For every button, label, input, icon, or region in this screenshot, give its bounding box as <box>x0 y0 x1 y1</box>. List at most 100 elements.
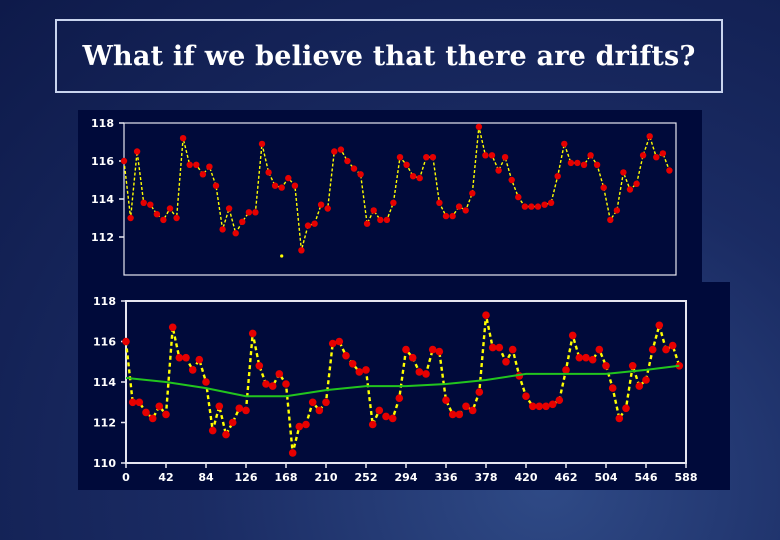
y-tick-label: 118 <box>93 295 116 308</box>
data-point <box>587 152 594 159</box>
x-tick-label: 168 <box>275 471 298 484</box>
data-point <box>602 362 610 370</box>
data-point <box>271 182 279 189</box>
y-tick-label: 112 <box>93 417 116 430</box>
x-tick-label: 462 <box>555 471 578 484</box>
data-point <box>521 203 529 210</box>
data-point <box>388 414 397 423</box>
data-point <box>193 161 200 168</box>
data-point <box>475 123 483 130</box>
data-point <box>155 402 164 411</box>
data-point <box>160 216 167 224</box>
data-point <box>120 157 128 165</box>
data-point <box>212 182 220 189</box>
x-tick-label: 294 <box>395 471 418 484</box>
data-point <box>626 186 634 193</box>
data-point <box>302 420 310 429</box>
data-point <box>568 331 577 340</box>
data-point <box>653 154 660 161</box>
data-line <box>123 126 671 251</box>
data-point <box>522 392 530 400</box>
x-tick-label: 210 <box>315 471 338 484</box>
data-point <box>408 353 417 362</box>
data-point <box>370 207 377 214</box>
data-point <box>449 212 456 220</box>
data-point <box>462 402 470 411</box>
data-point <box>245 209 253 216</box>
data-point <box>390 199 397 206</box>
data-point <box>162 410 170 419</box>
data-point <box>186 161 193 168</box>
x-tick-label: 336 <box>435 471 458 484</box>
data-point <box>482 311 490 319</box>
data-point <box>173 214 180 222</box>
data-point <box>593 161 601 168</box>
data-point <box>561 140 568 148</box>
data-point <box>265 169 272 176</box>
data-point <box>328 339 337 348</box>
x-tick-label: 0 <box>122 471 130 484</box>
data-point <box>501 154 509 161</box>
data-point <box>324 205 331 212</box>
data-point <box>547 199 555 206</box>
plot-frame <box>125 300 687 464</box>
data-point <box>298 247 305 254</box>
data-point <box>588 355 597 364</box>
data-point <box>182 353 190 362</box>
data-point <box>127 214 134 222</box>
data-point <box>344 157 351 165</box>
data-point <box>202 378 210 386</box>
data-point <box>542 402 550 411</box>
data-point <box>288 449 297 457</box>
data-point <box>675 362 684 370</box>
data-point <box>199 171 207 178</box>
data-point <box>528 203 535 210</box>
x-tick-label: 504 <box>595 471 618 484</box>
data-point <box>402 345 410 354</box>
data-point <box>655 321 664 330</box>
data-point <box>348 360 357 368</box>
data-point <box>225 205 233 212</box>
data-point <box>502 358 510 366</box>
data-point <box>562 366 570 374</box>
data-point <box>215 402 224 411</box>
x-tick-label: 42 <box>158 471 173 484</box>
data-point <box>403 161 410 168</box>
data-point <box>482 152 489 159</box>
data-point <box>642 376 650 384</box>
y-tick-label: 114 <box>91 193 114 206</box>
data-point <box>195 355 204 364</box>
data-point <box>535 402 544 411</box>
data-point <box>275 370 284 378</box>
data-point <box>436 199 443 206</box>
plot-frame <box>123 122 677 276</box>
data-point <box>575 353 584 362</box>
x-tick-label: 378 <box>475 471 498 484</box>
data-point <box>153 211 161 218</box>
data-point <box>235 404 244 413</box>
data-point <box>495 343 504 352</box>
data-point <box>377 216 384 224</box>
data-point <box>168 323 177 332</box>
chart-top-svg: 112 114 116 118 <box>91 117 677 276</box>
data-point <box>488 152 496 159</box>
data-point <box>133 148 141 155</box>
data-point <box>528 402 537 411</box>
data-point <box>548 400 557 409</box>
data-point <box>488 343 497 352</box>
data-point <box>252 209 259 216</box>
data-point <box>331 148 338 155</box>
data-point <box>635 382 644 390</box>
data-point <box>582 353 590 362</box>
x-tick-label: 420 <box>515 471 538 484</box>
data-point <box>574 159 581 167</box>
data-point <box>248 329 257 338</box>
data-point <box>383 216 391 224</box>
data-point <box>342 351 350 360</box>
data-point <box>600 184 607 191</box>
data-line <box>124 314 681 454</box>
data-point <box>639 152 647 159</box>
data-point <box>222 430 230 439</box>
data-point <box>122 337 130 346</box>
data-point <box>468 406 477 415</box>
